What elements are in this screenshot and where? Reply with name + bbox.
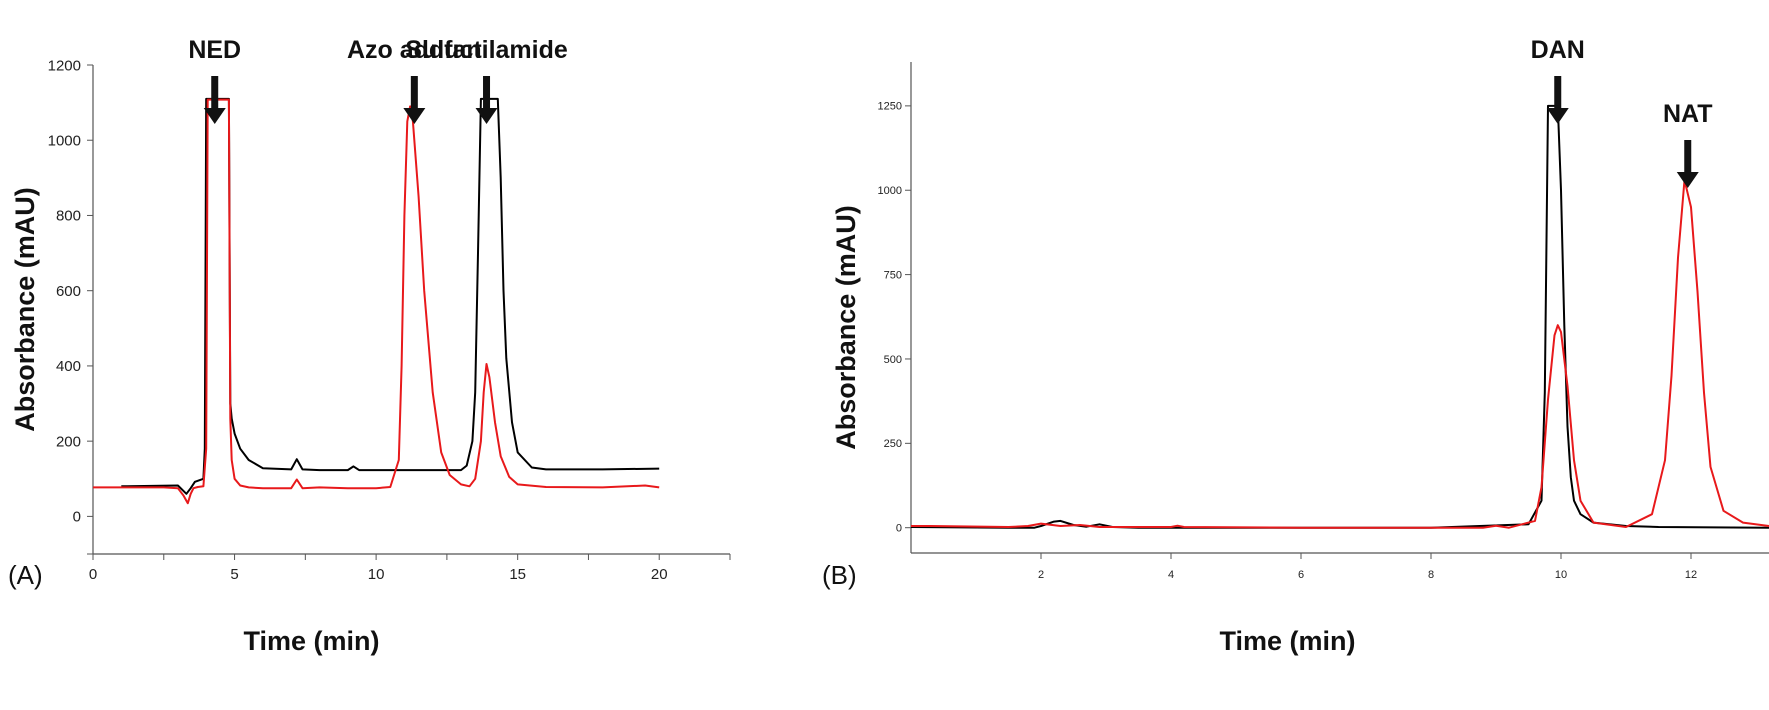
peak-label-ned: NED: [188, 36, 241, 64]
x-tick-label: 12: [1685, 569, 1697, 581]
x-tick-label: 15: [509, 566, 526, 583]
chart-panel-b: 0 250 500 750 1000 1250 2 4 6 8 10 12 Time (min) Abso…: [822, 36, 1769, 656]
arrow-head: [475, 108, 498, 124]
y-tick-label: 750: [884, 269, 902, 281]
y-tick-label: 600: [56, 283, 81, 300]
y-tick-label: 200: [56, 433, 81, 450]
x-axis-title: Time (min): [243, 626, 379, 656]
arrow-head: [1546, 108, 1569, 124]
series-line-red: [911, 179, 1769, 529]
peak-label-nat: NAT: [1663, 100, 1713, 128]
y-tick-label: 500: [884, 354, 902, 366]
arrow-shaft: [1554, 76, 1562, 110]
x-tick-label: 2: [1038, 569, 1044, 581]
x-tick-label: 4: [1168, 569, 1174, 581]
arrow-head: [203, 108, 226, 124]
chart-panel-a: 0 200 400 600 800 1000 1200 0 5 10 15 20 Time (min) A…: [8, 36, 731, 656]
x-tick-label: 10: [368, 566, 385, 583]
series-line-red: [93, 98, 660, 505]
y-tick-label: 250: [884, 438, 902, 450]
x-tick-label: 0: [89, 566, 97, 583]
series-line-black: [910, 104, 1769, 529]
y-tick-label: 800: [56, 208, 81, 225]
x-tick-label: 20: [651, 566, 668, 583]
y-axis-title: Absorbance (mAU): [10, 187, 40, 432]
y-tick-label: 1200: [48, 57, 81, 74]
peak-label-azo-adduct: Azo adduct: [347, 36, 482, 64]
panel-label: (B): [822, 560, 857, 590]
x-tick-label: 5: [230, 566, 238, 583]
x-tick-label: 8: [1428, 569, 1434, 581]
x-tick-label: 6: [1298, 569, 1304, 581]
x-axis-title: Time (min): [1219, 626, 1355, 656]
y-tick-label: 1000: [878, 185, 902, 197]
peak-label-sulfanilamide: Sulfanilamide: [405, 36, 568, 64]
y-tick-label: 400: [56, 358, 81, 375]
y-tick-label: 1000: [48, 132, 81, 149]
arrow-head: [403, 108, 426, 124]
y-axis-title: Absorbance (mAU): [831, 205, 861, 450]
arrow-shaft: [483, 76, 491, 110]
arrow-shaft: [410, 76, 418, 110]
series-line-black: [121, 97, 660, 495]
y-tick-label: 0: [896, 523, 902, 535]
peak-label-dan: DAN: [1531, 36, 1585, 64]
y-tick-label: 1250: [878, 101, 902, 113]
arrow-head: [1676, 172, 1699, 188]
arrow-shaft: [1684, 140, 1692, 174]
x-tick-label: 10: [1555, 569, 1567, 581]
arrow-shaft: [211, 76, 219, 110]
panel-label: (A): [8, 560, 43, 590]
y-tick-label: 0: [73, 509, 81, 526]
